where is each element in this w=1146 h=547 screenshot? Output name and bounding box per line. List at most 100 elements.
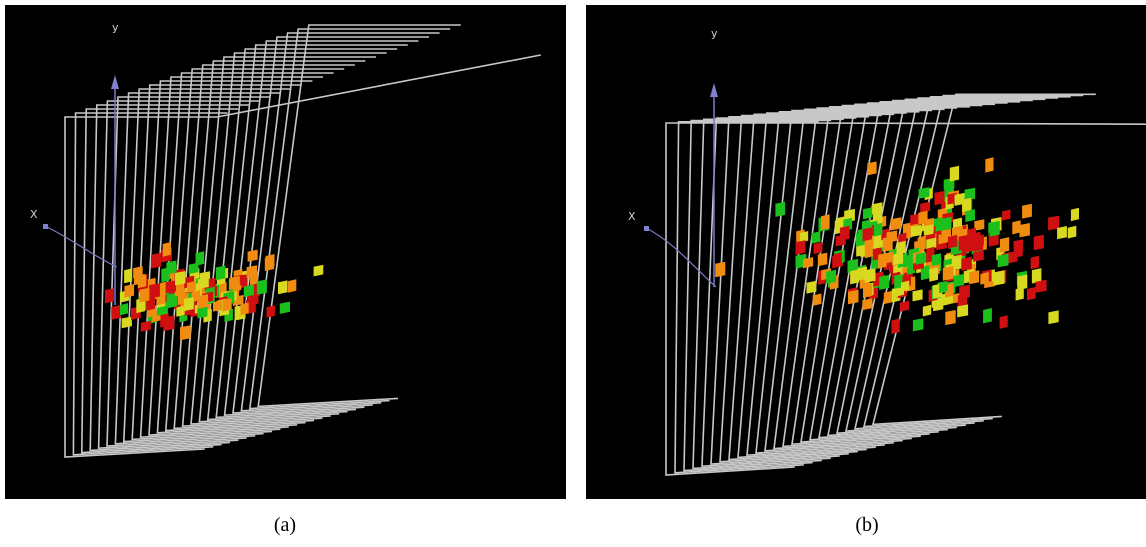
caption-b: (b) [855,514,879,536]
frame-slice [782,106,970,448]
voxel-cell [795,240,806,255]
x-axis-label: X [30,208,38,221]
voxel-cell [1048,310,1059,325]
frame-slice [72,112,228,456]
voxel-cell [187,280,196,293]
voxel-cell [985,157,994,173]
voxel-cell [166,292,178,308]
frame-slice [89,104,249,452]
voxel-cell [910,213,922,227]
frame-slice [106,96,270,447]
voxel-cell [287,279,297,293]
frame-slice [674,121,819,474]
voxel-cell [892,252,904,266]
axes-a: y X [30,21,119,305]
voxel-cell [941,216,952,231]
voxel-cell [873,222,883,237]
x-axis-marker-icon [43,224,48,229]
voxel-cell [229,276,240,290]
voxel-cell [243,284,254,297]
voxel-cell [863,207,873,220]
voxel-cell [947,234,958,249]
voxel-cell [158,281,167,295]
frame-slice [710,116,869,465]
frame-slice [97,100,260,450]
voxel-cell [942,266,954,281]
voxel-cell [980,272,989,285]
voxel-cell [1033,234,1044,251]
frame-slice [737,112,907,459]
frame-slice [198,52,387,423]
voxel-cell [969,270,980,285]
voxel-cell [918,187,930,199]
frame-slice [719,114,882,463]
frame-slice [683,119,832,472]
voxel-cell [873,233,884,249]
voxel-cell [256,279,267,295]
voxel-cell [197,277,209,289]
voxel-cell [878,252,887,269]
voxel-cell [934,190,946,206]
voxel-cell [811,231,821,244]
frame-slice [139,80,313,439]
voxel-cell [901,280,910,292]
voxel-cell [951,254,962,271]
voxel-cell [939,282,948,294]
voxel-cell [775,201,786,217]
voxel-cell [999,315,1008,329]
frame-slice [114,92,281,445]
voxel-cell [121,316,132,329]
frame-slice [64,116,217,458]
x-axis-line [46,226,118,268]
voxel-cell [240,302,249,316]
voxel-cell [1070,207,1079,222]
frame-slice [665,122,806,476]
y-axis-label: y [711,27,718,40]
frames-a [64,24,541,458]
voxel-cell [821,214,830,231]
voxel-cell [105,288,114,304]
voxel-cell [899,300,909,312]
cells-a [105,242,324,341]
voxel-cell [848,289,859,305]
voxel-cell [1031,268,1042,284]
voxel-cell [993,270,1005,286]
voxel-cell [176,305,185,317]
voxel-cell [929,267,938,282]
voxel-cell [265,254,275,269]
voxel-cell [806,280,817,294]
voxel-cell [166,260,177,275]
voxel-cell [1015,287,1024,301]
voxel-cell [1019,223,1030,238]
voxel-cell [197,294,208,309]
voxel-cell [215,265,226,281]
voxel-cell [140,320,151,332]
frame-slice [728,113,895,461]
voxel-cell [975,234,984,247]
frame-slice [80,108,239,454]
voxel-cell [912,318,924,332]
x-axis-label: X [628,210,636,223]
voxel-cell [247,249,258,262]
voxel-cell [1067,225,1077,239]
voxel-cell [920,265,930,281]
frame-slice [232,36,429,414]
voxel-cell [839,225,850,241]
y-axis-arrow-icon [710,83,718,97]
voxel-cell [862,298,873,311]
frame-slice [181,60,366,428]
voxel-cell [165,280,177,294]
voxel-scene-a: y X [30,21,541,458]
x-axis-marker-icon [644,226,649,231]
voxel-cell [133,266,143,279]
voxel-cell [863,283,873,298]
voxel-cell [896,240,906,255]
voxel-cell [973,250,984,262]
frame-slice [248,28,451,410]
voxel-cell [920,201,931,213]
frame-slice [173,64,355,430]
voxel-scene-b: y X [628,27,1146,476]
voxel-cell [947,192,957,205]
frame-slice [206,48,398,421]
voxel-cell [923,224,934,236]
